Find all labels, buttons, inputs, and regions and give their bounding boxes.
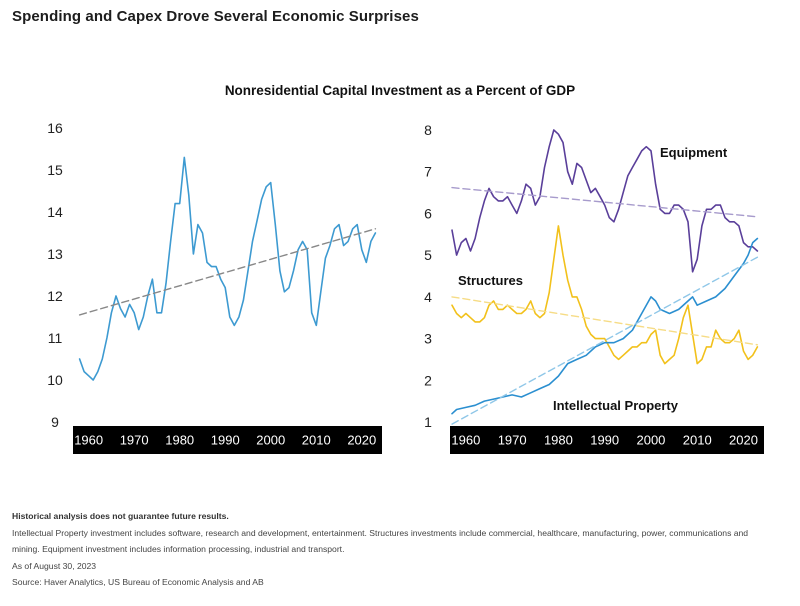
x-tick-label: 1970 [120, 433, 149, 448]
y-tick-label: 8 [424, 122, 432, 138]
y-tick-label: 4 [424, 289, 432, 305]
y-tick-label: 16 [47, 120, 63, 136]
y-tick-label: 7 [424, 164, 432, 180]
series-label: Equipment [660, 145, 728, 160]
y-tick-label: 2 [424, 372, 432, 388]
x-tick-label: 2010 [302, 433, 331, 448]
x-tick-label: 1990 [590, 433, 619, 448]
chart-panel-1: 16 15 14 13 12 11 10 9 1960 1970 1980 1990 2000 2010 2… [47, 120, 382, 454]
series-line-ip [451, 237, 759, 415]
chart-panel-2: 8 7 6 5 4 3 2 1 1960 1970 1980 1990 2000 2010 2020 Equi… [424, 122, 764, 454]
footer-notes: Historical analysis does not guarantee f… [12, 508, 788, 591]
x-tick-label: 1990 [211, 433, 240, 448]
x-tick-label: 2000 [256, 433, 285, 448]
y-tick-label: 12 [47, 288, 63, 304]
series-label: Structures [458, 273, 523, 288]
x-tick-label: 1960 [451, 433, 480, 448]
trend-line-structures-trend [451, 296, 759, 346]
trend-line-equipment-trend [451, 186, 759, 218]
note-line-2: mining. Equipment investment includes in… [12, 544, 345, 554]
series-line-structures [451, 225, 759, 365]
x-axis-band [450, 426, 764, 454]
trend-line-total-trend [78, 228, 377, 316]
series-label: Intellectual Property [553, 398, 679, 413]
page-heading: Spending and Capex Drove Several Economi… [12, 8, 419, 25]
x-tick-label: 1980 [544, 433, 573, 448]
trend-line-ip-trend [451, 256, 759, 425]
x-tick-label: 2000 [636, 433, 665, 448]
y-tick-label: 15 [47, 162, 63, 178]
disclaimer-text: Historical analysis does not guarantee f… [12, 511, 229, 521]
series-line-total [78, 156, 377, 381]
y-tick-label: 3 [424, 331, 432, 347]
y-tick-label: 14 [47, 204, 63, 220]
x-tick-label: 1980 [165, 433, 194, 448]
x-tick-label: 1970 [498, 433, 527, 448]
x-tick-label: 2010 [683, 433, 712, 448]
source-text: Source: Haver Analytics, US Bureau of Ec… [12, 577, 264, 587]
y-tick-label: 11 [48, 330, 63, 346]
y-tick-label: 13 [47, 246, 63, 262]
chart-title: Nonresidential Capital Investment as a P… [224, 83, 576, 98]
x-tick-label: 2020 [729, 433, 758, 448]
y-tick-label: 10 [47, 372, 63, 388]
y-tick-label: 6 [424, 205, 432, 221]
as-of-date: As of August 30, 2023 [12, 560, 97, 571]
x-tick-label: 2020 [347, 433, 376, 448]
x-axis-band [73, 426, 382, 454]
y-tick-label: 9 [51, 414, 59, 430]
series-line-equipment [451, 129, 759, 273]
y-tick-label: 5 [424, 247, 432, 263]
x-tick-label: 1960 [74, 433, 103, 448]
y-tick-label: 1 [424, 414, 432, 430]
note-line-1: Intellectual Property investment include… [12, 527, 749, 538]
